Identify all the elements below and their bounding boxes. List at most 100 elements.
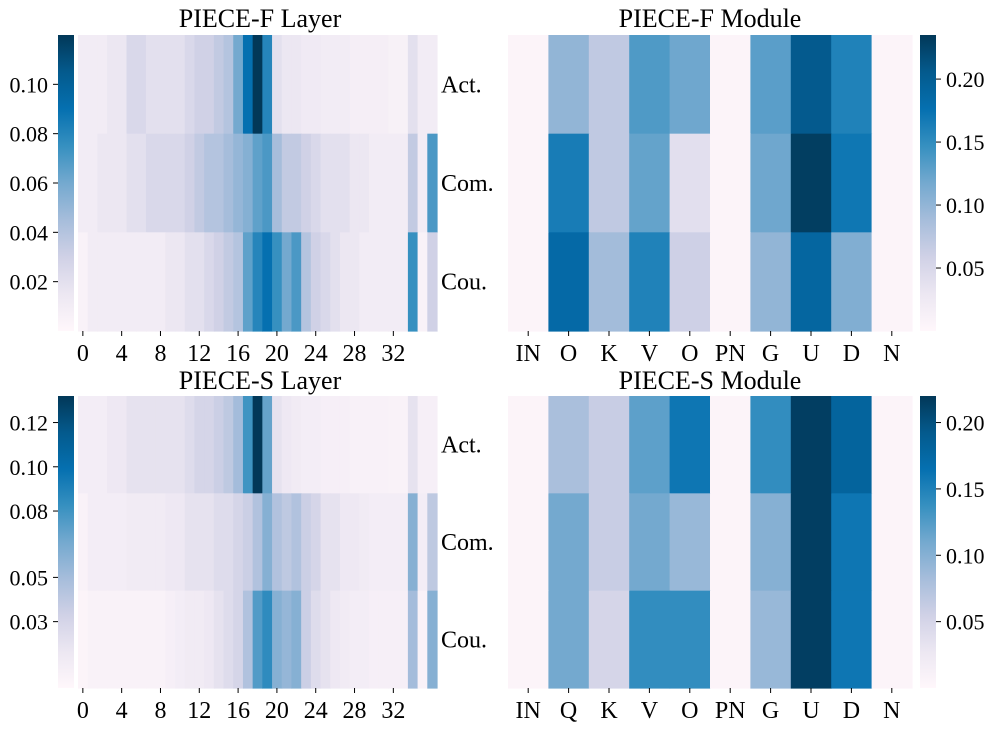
piece-s-layer-cell [378, 590, 390, 689]
piece-s-layer-cell [116, 396, 128, 494]
piece-s-layer-cell [165, 493, 176, 592]
piece-s-layer-cell [272, 493, 283, 592]
piece-f-layer-cell [175, 232, 186, 332]
piece-s-layer-cell [320, 396, 331, 494]
piece-f-layer-cell [194, 35, 205, 135]
piece-s-layer-cell [369, 493, 380, 592]
piece-f-module-cell [831, 133, 873, 233]
piece-s-module-cell [669, 590, 711, 689]
piece-f-layer-cell [339, 133, 351, 233]
piece-f-layer-cell [126, 35, 137, 135]
piece-s-layer-cell [155, 396, 166, 494]
piece-f-module-colorbar-tick-label: 0.10 [946, 193, 985, 218]
piece-s-layer-cell [301, 493, 312, 592]
piece-f-module-x-tick-label: IN [516, 341, 541, 367]
row-label-act: Act. [441, 433, 482, 459]
piece-f-module-cell [750, 232, 792, 332]
piece-f-layer-cell [320, 133, 331, 233]
piece-f-layer-cell [184, 133, 196, 233]
piece-f-module-title: PIECE-F Module [619, 4, 802, 33]
piece-f-layer-cell [97, 232, 108, 332]
piece-s-layer-cell [369, 590, 380, 689]
piece-s-layer-cell [349, 493, 360, 592]
piece-f-layer-cell [242, 232, 254, 332]
piece-f-layer-cell [242, 35, 254, 135]
piece-f-layer-cell [242, 133, 254, 233]
piece-f-layer-cell [252, 35, 263, 135]
piece-f-layer-cell [262, 133, 273, 233]
piece-s-layer-x-tick-label: 0 [77, 698, 89, 724]
piece-s-layer-cell [136, 493, 147, 592]
piece-f-module-cell [750, 133, 792, 233]
piece-s-layer-cell [242, 590, 254, 689]
piece-f-layer-cell [378, 232, 390, 332]
piece-s-module-cell [750, 396, 792, 494]
piece-s-module-cell [750, 590, 792, 689]
piece-s-module-x-tick-label: Q [560, 698, 577, 724]
piece-f-module-cell [669, 133, 711, 233]
piece-s-layer-cell [155, 493, 166, 592]
piece-f-layer-cell [136, 133, 147, 233]
piece-f-layer-cell [349, 232, 360, 332]
piece-f-layer-cell [272, 133, 283, 233]
piece-f-module-x-tick-label: PN [715, 341, 746, 367]
piece-f-module-cell [629, 35, 671, 135]
piece-s-layer-cell [330, 590, 341, 689]
piece-s-layer-cell [262, 396, 273, 494]
piece-f-module-cell [831, 35, 873, 135]
piece-f-layer-cell [398, 35, 409, 135]
piece-s-layer-x-tick-label: 4 [116, 698, 128, 724]
piece-s-layer-cell [310, 493, 322, 592]
piece-f-layer-cell [87, 133, 98, 233]
piece-s-layer-cell [388, 493, 399, 592]
piece-s-layer-cell [281, 493, 293, 592]
piece-f-layer-cell [87, 35, 98, 135]
piece-s-module-x-tick-label: O [681, 698, 698, 724]
piece-s-module-cell [710, 396, 751, 494]
piece-f-layer-cell [213, 133, 225, 233]
piece-f-layer-cell [398, 133, 409, 233]
piece-f-layer-cell [281, 232, 293, 332]
piece-s-layer-cell [145, 590, 157, 689]
piece-s-module-cell [629, 590, 671, 689]
row-label-com: Com. [441, 171, 494, 197]
piece-s-module-cell [548, 396, 590, 494]
piece-s-layer-cell [369, 396, 380, 494]
piece-s-layer-colorbar-tick-label: 0.08 [10, 499, 49, 524]
piece-s-layer-cell [398, 396, 409, 494]
piece-s-layer-cell [388, 590, 399, 689]
piece-s-layer-x-tick-label: 12 [187, 698, 211, 724]
row-label-cou: Cou. [441, 627, 487, 653]
piece-f-layer-cell [320, 35, 331, 135]
piece-f-layer-cell [233, 35, 244, 135]
piece-s-layer-cell [407, 493, 419, 592]
piece-f-layer-cell [330, 232, 341, 332]
piece-f-module-cell [790, 133, 832, 233]
piece-f-layer-cell [291, 232, 302, 332]
piece-s-module-x-tick-label: U [802, 698, 819, 724]
piece-s-layer-colorbar-tick-label: 0.10 [10, 455, 49, 480]
piece-f-module-cell [871, 232, 913, 332]
piece-s-layer-cell [349, 590, 360, 689]
piece-f-layer-cell [145, 35, 157, 135]
piece-s-layer-cell [242, 493, 254, 592]
piece-s-module-x-tick-label: G [762, 698, 779, 724]
piece-f-module-cell [588, 35, 630, 135]
piece-s-module-colorbar-tick-label: 0.10 [946, 543, 985, 568]
piece-s-module-cell [790, 590, 832, 689]
piece-f-layer-title: PIECE-F Layer [179, 4, 342, 33]
piece-s-layer-cell [107, 493, 118, 592]
piece-s-layer-cell [136, 590, 147, 689]
piece-f-layer-cell [126, 133, 137, 233]
piece-f-layer-cell [417, 232, 428, 332]
piece-f-layer-x-tick-label: 32 [381, 341, 405, 367]
piece-s-layer-cell [165, 396, 176, 494]
piece-f-layer-colorbar-tick-label: 0.02 [10, 270, 49, 295]
piece-f-module-x-tick-label: D [843, 341, 860, 367]
piece-s-layer-cell [417, 493, 428, 592]
piece-s-module-cell [629, 493, 671, 592]
piece-f-module-cell [710, 35, 751, 135]
piece-f-module-x-tick-label: O [681, 341, 698, 367]
piece-f-layer-cell [184, 232, 196, 332]
piece-s-layer-cell [427, 396, 438, 494]
